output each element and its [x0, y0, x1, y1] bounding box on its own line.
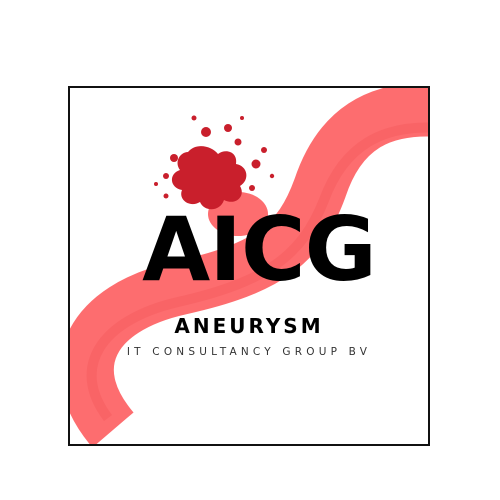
blood-vessel-icon: [70, 88, 428, 444]
logo-artwork: [70, 88, 428, 444]
logo-frame: AICG ANEURYSM IT CONSULTANCY GROUP BV: [68, 86, 430, 446]
logo-tagline: IT CONSULTANCY GROUP BV: [126, 346, 372, 358]
logo-monogram: AICG: [142, 198, 377, 301]
blood-splash-icon: [154, 115, 275, 210]
logo-name: ANEURYSM: [174, 314, 324, 338]
